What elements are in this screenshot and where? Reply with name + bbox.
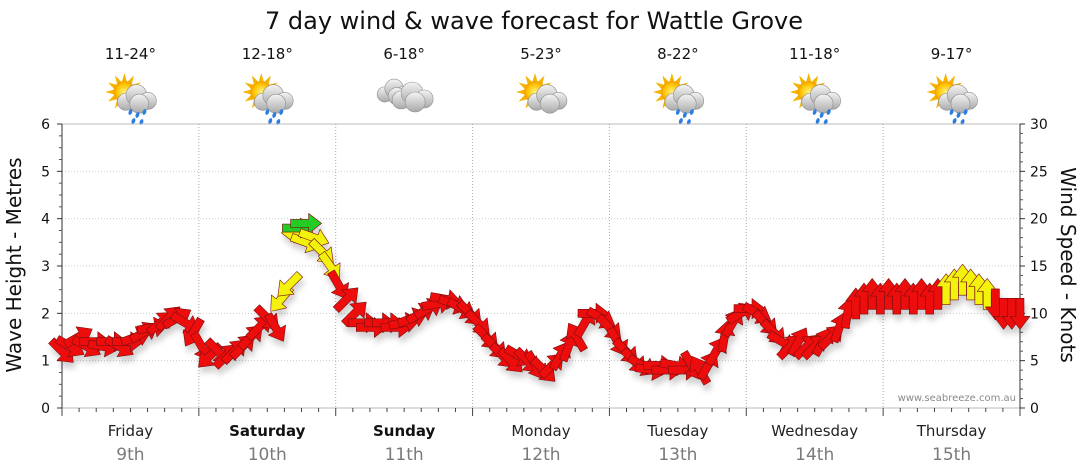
cloud-shape bbox=[938, 84, 978, 114]
sun-cloud-rain-icon bbox=[926, 73, 978, 125]
left-tick-label: 0 bbox=[41, 401, 50, 417]
wind-arrow bbox=[1009, 297, 1031, 330]
right-tick-label: 15 bbox=[1030, 259, 1048, 275]
left-tick-label: 6 bbox=[41, 117, 50, 133]
date-label: 13th bbox=[658, 445, 697, 465]
rain-drops bbox=[128, 109, 147, 125]
day-label: Thursday bbox=[916, 422, 987, 440]
sun-cloud-icon bbox=[516, 73, 568, 114]
left-tick-label: 2 bbox=[41, 306, 50, 322]
date-label: 11th bbox=[385, 445, 424, 465]
rain-drops bbox=[265, 109, 284, 125]
temperature-range: 11-24° bbox=[105, 45, 156, 63]
rain-drops bbox=[675, 109, 694, 125]
date-label: 15th bbox=[932, 445, 971, 465]
right-tick-label: 5 bbox=[1030, 354, 1039, 370]
right-tick-label: 25 bbox=[1030, 164, 1048, 180]
date-label: 14th bbox=[795, 445, 834, 465]
right-axis: 0 5 10 15 20 25 30 bbox=[1019, 117, 1048, 417]
right-tick-label: 10 bbox=[1030, 306, 1048, 322]
cloud-icon bbox=[376, 78, 434, 113]
x-axis: Friday 9th Saturday 10th Sunday 11th Monday 12t… bbox=[61, 408, 1021, 465]
left-tick-label: 3 bbox=[41, 259, 50, 275]
date-label: 9th bbox=[116, 445, 144, 465]
day-label: Saturday bbox=[229, 422, 306, 440]
temperature-range: 5-23° bbox=[520, 45, 562, 63]
wind-arrow bbox=[566, 322, 588, 353]
day-label: Monday bbox=[511, 422, 570, 440]
left-tick-label: 4 bbox=[41, 212, 50, 228]
left-axis-label: Wave Height - Metres bbox=[2, 157, 26, 372]
left-tick-label: 5 bbox=[41, 164, 50, 180]
cloud-shape bbox=[527, 84, 568, 114]
rain-drops bbox=[812, 109, 831, 125]
temperature-range: 11-18° bbox=[789, 45, 840, 63]
sun-cloud-rain-icon bbox=[242, 73, 294, 125]
rain-drops bbox=[949, 109, 968, 125]
sun-cloud-rain-icon bbox=[105, 73, 157, 125]
day-label: Tuesday bbox=[646, 422, 708, 440]
credit-text: www.seabreeze.com.au bbox=[898, 393, 1016, 404]
left-tick-label: 1 bbox=[41, 354, 50, 370]
sun-cloud-rain-icon bbox=[789, 73, 841, 125]
wind-arrow bbox=[277, 271, 303, 297]
date-label: 12th bbox=[521, 445, 560, 465]
right-axis-label: Wind Speed - Knots bbox=[1056, 167, 1080, 363]
chart-title: 7 day wind & wave forecast for Wattle Gr… bbox=[265, 7, 803, 35]
day-label: Wednesday bbox=[771, 422, 858, 440]
day-headers: 11-24° 12-18° 6-18° 5-23° 8-22° 11-18° 9-17° bbox=[105, 45, 978, 125]
cloud-shape bbox=[801, 84, 841, 114]
right-tick-label: 20 bbox=[1030, 212, 1048, 228]
cloud-shape bbox=[253, 84, 294, 114]
cloud-shape bbox=[664, 84, 705, 114]
left-axis: 0 1 2 3 4 5 6 bbox=[41, 117, 63, 417]
sun-cloud-rain-icon bbox=[652, 73, 705, 125]
temperature-range: 6-18° bbox=[383, 45, 425, 63]
date-label: 10th bbox=[248, 445, 287, 465]
wind-arrow bbox=[290, 213, 322, 234]
wind-arrow bbox=[264, 312, 286, 342]
right-tick-label: 30 bbox=[1030, 117, 1048, 133]
temperature-range: 12-18° bbox=[242, 45, 293, 63]
day-label: Sunday bbox=[373, 422, 436, 440]
cloud-shape bbox=[391, 81, 434, 113]
temperature-range: 8-22° bbox=[657, 45, 699, 63]
temperature-range: 9-17° bbox=[931, 45, 973, 63]
cloud-shape bbox=[117, 84, 157, 114]
right-tick-label: 0 bbox=[1030, 401, 1039, 417]
day-label: Friday bbox=[108, 422, 154, 440]
wind-arrow bbox=[332, 287, 359, 313]
wind-arrow-series bbox=[48, 213, 1031, 386]
